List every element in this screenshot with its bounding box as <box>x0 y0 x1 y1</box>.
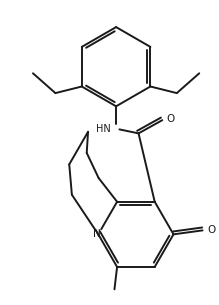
Text: HN: HN <box>96 124 111 134</box>
Text: N: N <box>93 229 101 239</box>
Text: O: O <box>167 114 175 124</box>
Text: O: O <box>207 225 215 235</box>
